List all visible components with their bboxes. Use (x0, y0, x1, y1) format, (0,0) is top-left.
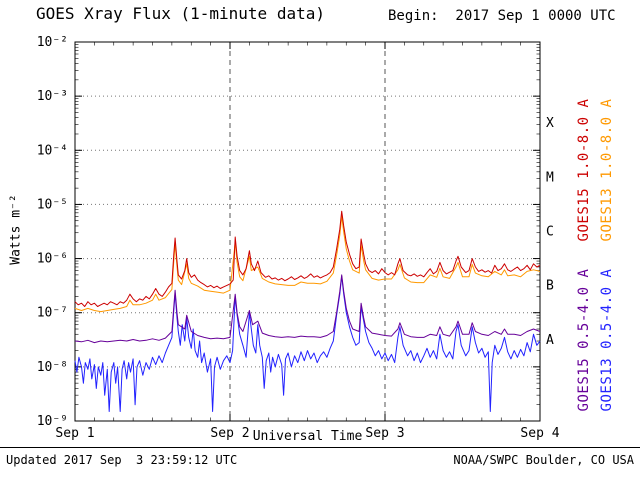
y-tick-label: 10⁻⁴ (37, 143, 68, 158)
y-tick-label: 10⁻² (37, 35, 68, 50)
series-line-0 (74, 210, 541, 307)
page-title: GOES Xray Flux (1-minute data) (36, 4, 325, 23)
y-tick-label: 10⁻³ (37, 89, 68, 104)
series-line-1 (74, 215, 541, 313)
series-line-2 (74, 274, 541, 344)
footer-divider (0, 447, 640, 448)
y-tick-label: 10⁻⁶ (37, 252, 68, 267)
flare-class-label: C (546, 225, 554, 240)
legend-goes13-long: GOES13 1.0-8.0 A (599, 98, 615, 242)
flare-class-label: X (546, 116, 554, 131)
y-tick-label: 10⁻⁸ (37, 360, 68, 375)
data-source-label: NOAA/SWPC Boulder, CO USA (453, 453, 634, 467)
x-tick-label: Sep 3 (365, 426, 404, 441)
begin-timestamp: Begin: 2017 Sep 1 0000 UTC (388, 8, 616, 24)
legend-goes15-short: GOES15 0.5-4.0 A (576, 268, 592, 412)
x-tick-label: Sep 4 (520, 426, 559, 441)
flare-class-label: A (546, 333, 554, 348)
y-axis-label: Watts m⁻² (8, 194, 24, 265)
y-tick-label: 10⁻⁵ (37, 197, 68, 212)
x-axis-label: Universal Time (252, 429, 363, 444)
legend-goes13-short: GOES13 0.5-4.0 A (599, 268, 615, 412)
flare-class-label: B (546, 279, 554, 294)
flare-class-label: M (546, 170, 554, 185)
updated-timestamp: Updated 2017 Sep 3 23:59:12 UTC (6, 453, 238, 467)
x-tick-label: Sep 1 (55, 426, 94, 441)
x-tick-label: Sep 2 (210, 426, 249, 441)
plot-frame (74, 41, 541, 422)
legend-goes15-long: GOES15 1.0-8.0 A (576, 98, 592, 242)
series-line-3 (74, 275, 541, 412)
y-tick-label: 10⁻⁹ (37, 414, 68, 429)
y-tick-label: 10⁻⁷ (37, 306, 68, 321)
